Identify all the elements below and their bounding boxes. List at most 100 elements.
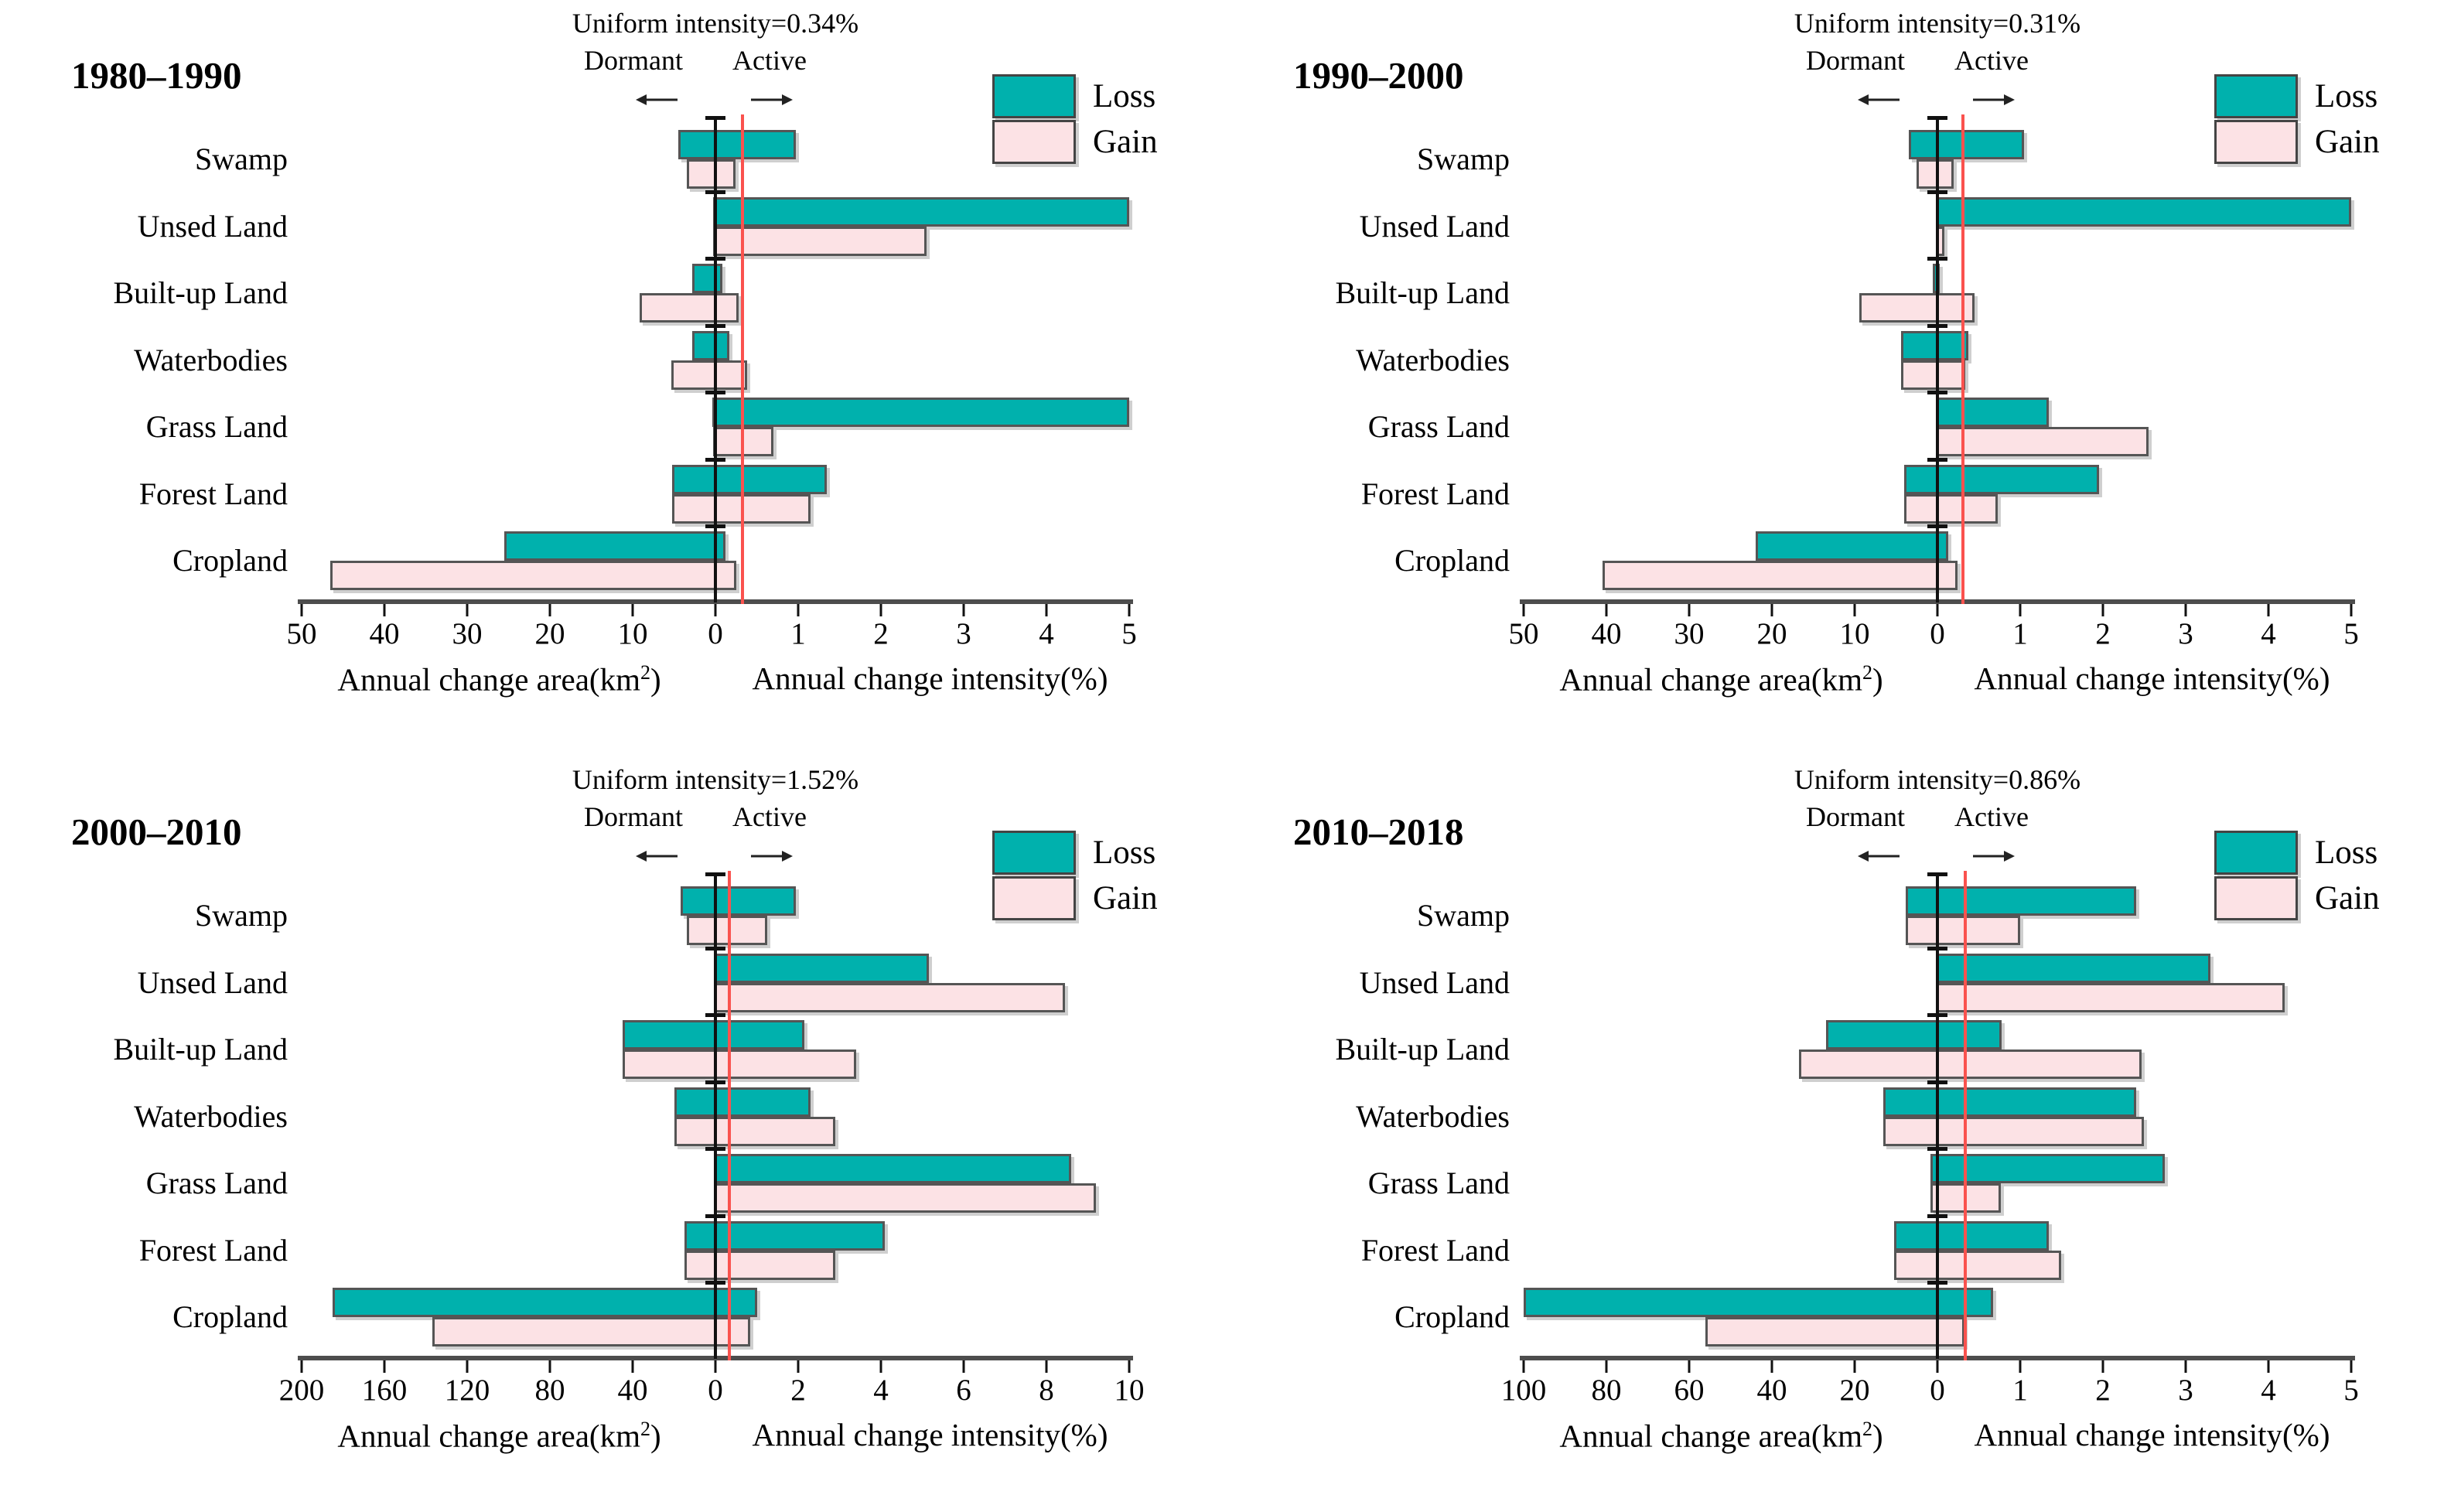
area-caption-superscript: 2 bbox=[640, 661, 650, 684]
active-arrow-icon bbox=[1971, 848, 2016, 869]
x-axis-tick-label: 0 bbox=[708, 617, 723, 650]
uniform-intensity-line bbox=[1964, 871, 1968, 1360]
x-axis-tick-label: 5 bbox=[1121, 617, 1137, 650]
x-axis-tick-label: 0 bbox=[1930, 617, 1945, 650]
category-label-6: Cropland bbox=[1394, 1299, 1510, 1334]
active-arrow-icon bbox=[749, 848, 794, 869]
area-caption-text: ) bbox=[650, 661, 661, 698]
x-axis-tick-label: 4 bbox=[2261, 617, 2276, 650]
x-axis-tick-label: 3 bbox=[2178, 1374, 2193, 1407]
bar-gain-4 bbox=[1935, 427, 2149, 456]
bar-loss-1 bbox=[1936, 953, 2211, 983]
category-label-2: Built-up Land bbox=[1335, 275, 1510, 310]
x-axis-tick bbox=[300, 604, 303, 616]
area-caption-superscript: 2 bbox=[1862, 661, 1872, 684]
intensity-axis-caption: Annual change intensity(%) bbox=[752, 1417, 1108, 1452]
category-label-3: Waterbodies bbox=[1356, 342, 1510, 377]
dormant-arrow-icon bbox=[634, 91, 679, 112]
x-axis-tick-label: 100 bbox=[1500, 1374, 1547, 1407]
zero-axis-line bbox=[1936, 116, 1939, 602]
x-axis-tick-label: 5 bbox=[2343, 1374, 2359, 1407]
bar-loss-5 bbox=[1893, 1220, 2050, 1251]
bar-loss-4 bbox=[1935, 398, 2050, 427]
x-axis-tick bbox=[1853, 1360, 1856, 1373]
x-axis-tick bbox=[2184, 604, 2187, 616]
panel-title: 1990–2000 bbox=[1293, 54, 1464, 97]
area-caption-text: Annual change area(km bbox=[337, 1418, 640, 1454]
uniform-intensity-line bbox=[1961, 114, 1965, 604]
category-label-3: Waterbodies bbox=[1356, 1098, 1510, 1134]
bar-loss-3 bbox=[1883, 1087, 2136, 1117]
zero-axis-line bbox=[1936, 872, 1939, 1359]
x-axis-tick bbox=[879, 604, 882, 616]
x-axis-tick bbox=[466, 1360, 469, 1373]
legend-gain-label: Gain bbox=[2315, 124, 2380, 160]
x-axis-tick-label: 160 bbox=[361, 1374, 408, 1407]
bar-gain-6 bbox=[1705, 1317, 1965, 1346]
x-axis-tick bbox=[2101, 1360, 2104, 1373]
bar-gain-0 bbox=[1917, 159, 1954, 189]
active-label: Active bbox=[1954, 45, 2029, 76]
bar-gain-2 bbox=[1798, 1050, 2142, 1079]
legend-gain-swatch bbox=[992, 876, 1076, 920]
bar-loss-6 bbox=[504, 531, 725, 561]
x-axis-tick-label: 2 bbox=[2095, 1374, 2111, 1407]
bar-loss-2 bbox=[622, 1020, 805, 1050]
x-axis-tick-label: 5 bbox=[2343, 617, 2359, 650]
x-axis-tick bbox=[1853, 604, 1856, 616]
area-caption-text: ) bbox=[1872, 661, 1883, 698]
category-label-5: Forest Land bbox=[1360, 476, 1510, 511]
x-axis-tick bbox=[797, 604, 800, 616]
x-axis-tick bbox=[797, 1360, 800, 1373]
x-axis-tick bbox=[1045, 604, 1048, 616]
x-axis-tick bbox=[1936, 604, 1939, 616]
legend-loss-label: Loss bbox=[2315, 835, 2378, 871]
x-axis-tick-label: 10 bbox=[617, 617, 648, 650]
legend-loss-swatch bbox=[2214, 74, 2298, 118]
x-axis-tick bbox=[300, 1360, 303, 1373]
x-axis-tick bbox=[383, 604, 386, 616]
x-axis-tick-label: 20 bbox=[1756, 617, 1787, 650]
x-axis-tick-label: 4 bbox=[1039, 617, 1054, 650]
legend-loss-label: Loss bbox=[2315, 78, 2378, 114]
bar-loss-0 bbox=[1906, 886, 2136, 916]
panel-title: 1980–1990 bbox=[71, 54, 242, 97]
dormant-arrow-icon bbox=[1856, 848, 1901, 869]
active-label: Active bbox=[1954, 801, 2029, 832]
x-axis-tick-label: 60 bbox=[1674, 1374, 1705, 1407]
bar-loss-0 bbox=[680, 886, 797, 916]
x-axis-tick-label: 6 bbox=[956, 1374, 971, 1407]
legend-gain-swatch bbox=[2214, 876, 2298, 920]
legend-loss-swatch bbox=[992, 831, 1076, 875]
legend-loss-swatch bbox=[2214, 831, 2298, 875]
bar-gain-5 bbox=[1893, 1250, 2062, 1280]
dormant-arrow-icon bbox=[1856, 91, 1901, 112]
panel-title: 2000–2010 bbox=[71, 811, 242, 853]
active-arrow-icon bbox=[749, 91, 794, 112]
panel-2010–2018: 2010–2018 Uniform intensity=0.86% Dormant A… bbox=[1222, 756, 2444, 1512]
category-label-0: Swamp bbox=[195, 898, 288, 933]
x-axis-tick bbox=[1688, 1360, 1691, 1373]
bar-loss-3 bbox=[692, 330, 730, 360]
x-axis-tick-label: 2 bbox=[873, 617, 889, 650]
category-label-6: Cropland bbox=[172, 543, 288, 578]
bar-loss-1 bbox=[714, 953, 929, 983]
bar-loss-0 bbox=[1908, 130, 2025, 159]
area-axis-caption: Annual change area(km2) bbox=[337, 662, 660, 697]
category-label-0: Swamp bbox=[195, 142, 288, 176]
x-axis-tick-label: 120 bbox=[444, 1374, 490, 1407]
x-axis-tick bbox=[1128, 1360, 1131, 1373]
active-label: Active bbox=[732, 45, 807, 76]
area-caption-text: ) bbox=[1872, 1418, 1883, 1454]
bar-loss-3 bbox=[1900, 330, 1968, 360]
panel-title: 2010–2018 bbox=[1293, 811, 1464, 853]
intensity-axis-caption: Annual change intensity(%) bbox=[1974, 1417, 2330, 1452]
active-label: Active bbox=[732, 801, 807, 832]
bar-loss-5 bbox=[684, 1220, 886, 1251]
bar-gain-4 bbox=[714, 1183, 1097, 1213]
bar-loss-4 bbox=[712, 398, 1129, 427]
legend-loss-label: Loss bbox=[1093, 78, 1156, 114]
x-axis-tick-label: 40 bbox=[1756, 1374, 1787, 1407]
category-label-6: Cropland bbox=[1394, 543, 1510, 578]
legend-gain-swatch bbox=[992, 120, 1076, 164]
